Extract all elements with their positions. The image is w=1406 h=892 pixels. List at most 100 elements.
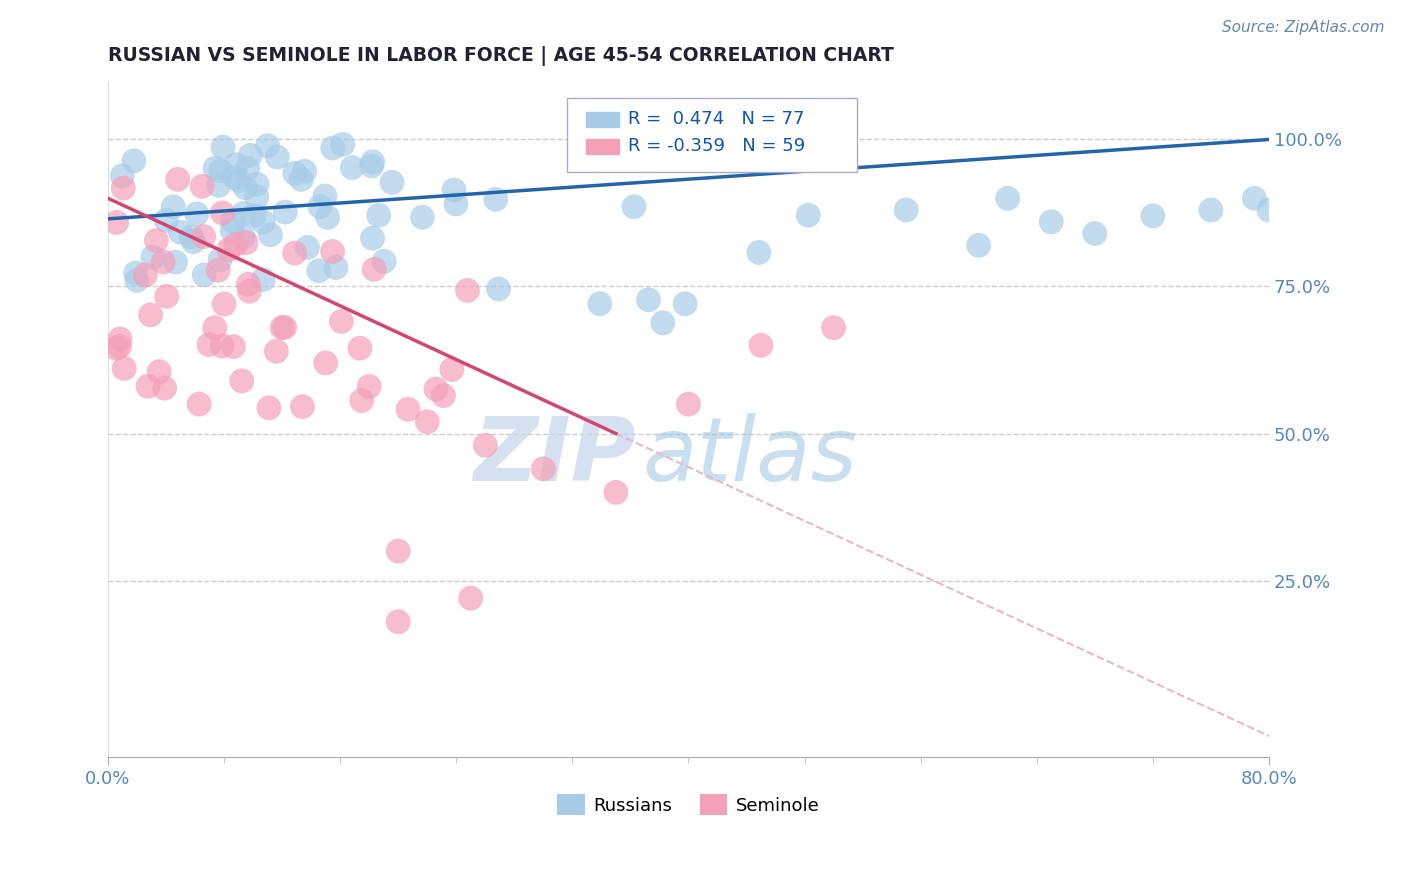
Point: [322, 141, 344, 155]
Point: [797, 208, 820, 222]
Point: [136, 379, 159, 393]
Point: [360, 159, 382, 173]
Point: [488, 282, 510, 296]
Point: [308, 264, 330, 278]
Point: [221, 223, 243, 237]
Text: R =  0.474   N = 77: R = 0.474 N = 77: [628, 111, 804, 128]
Point: [266, 150, 288, 164]
Point: [314, 189, 336, 203]
Point: [125, 273, 148, 287]
Point: [193, 229, 215, 244]
Point: [207, 263, 229, 277]
Bar: [586, 112, 619, 127]
Legend: Russians, Seminole: Russians, Seminole: [550, 787, 827, 822]
Point: [444, 197, 467, 211]
Point: [152, 255, 174, 269]
Point: [256, 138, 278, 153]
Point: [124, 266, 146, 280]
Point: [204, 161, 226, 176]
Point: [239, 148, 262, 162]
Point: [232, 206, 254, 220]
Point: [186, 207, 208, 221]
Point: [193, 268, 215, 282]
Point: [367, 208, 389, 222]
Point: [416, 415, 439, 429]
Point: [212, 140, 235, 154]
Point: [108, 339, 131, 353]
Point: [443, 183, 465, 197]
Point: [225, 158, 247, 172]
Point: [148, 365, 170, 379]
Point: [284, 246, 307, 260]
Point: [325, 260, 347, 275]
Point: [350, 393, 373, 408]
Point: [259, 227, 281, 242]
Point: [589, 297, 612, 311]
Point: [1258, 202, 1281, 217]
Point: [191, 179, 214, 194]
Text: ZIP: ZIP: [474, 412, 637, 500]
Text: RUSSIAN VS SEMINOLE IN LABOR FORCE | AGE 45-54 CORRELATION CHART: RUSSIAN VS SEMINOLE IN LABOR FORCE | AGE…: [108, 46, 894, 66]
Point: [204, 320, 226, 334]
Point: [211, 339, 233, 353]
Point: [894, 202, 917, 217]
Point: [359, 379, 381, 393]
Text: Source: ZipAtlas.com: Source: ZipAtlas.com: [1222, 20, 1385, 35]
Point: [425, 382, 447, 396]
Point: [122, 153, 145, 168]
Point: [238, 284, 260, 298]
Point: [411, 211, 433, 225]
Point: [440, 362, 463, 376]
Point: [162, 200, 184, 214]
Point: [236, 161, 259, 176]
Point: [1040, 215, 1063, 229]
Point: [432, 388, 454, 402]
Point: [235, 235, 257, 250]
Point: [997, 191, 1019, 205]
Point: [322, 244, 344, 259]
Point: [291, 400, 314, 414]
Point: [208, 178, 231, 193]
Point: [252, 215, 274, 229]
Point: [166, 172, 188, 186]
Point: [108, 332, 131, 346]
Point: [678, 397, 700, 411]
Point: [297, 240, 319, 254]
Point: [381, 175, 404, 189]
Point: [165, 255, 187, 269]
Point: [221, 214, 243, 228]
Point: [315, 356, 337, 370]
Point: [183, 235, 205, 249]
Point: [967, 238, 990, 252]
Point: [387, 544, 409, 558]
Text: R = -0.359   N = 59: R = -0.359 N = 59: [628, 137, 806, 155]
Point: [373, 254, 395, 268]
Point: [1286, 132, 1309, 146]
Point: [156, 289, 179, 303]
Point: [342, 161, 364, 175]
Point: [180, 230, 202, 244]
Point: [332, 137, 354, 152]
Point: [233, 180, 256, 194]
Point: [637, 293, 659, 307]
Point: [290, 172, 312, 186]
Point: [266, 344, 288, 359]
Point: [273, 320, 295, 334]
Point: [243, 209, 266, 223]
Point: [222, 340, 245, 354]
Point: [1142, 209, 1164, 223]
Point: [218, 243, 240, 257]
Point: [823, 320, 845, 334]
Point: [153, 381, 176, 395]
Point: [474, 438, 496, 452]
Point: [309, 200, 332, 214]
Point: [396, 402, 419, 417]
Point: [1199, 202, 1222, 217]
Point: [212, 297, 235, 311]
Point: [361, 154, 384, 169]
Point: [460, 591, 482, 606]
FancyBboxPatch shape: [567, 97, 856, 172]
Point: [349, 341, 371, 355]
Point: [531, 462, 554, 476]
Point: [228, 173, 250, 187]
